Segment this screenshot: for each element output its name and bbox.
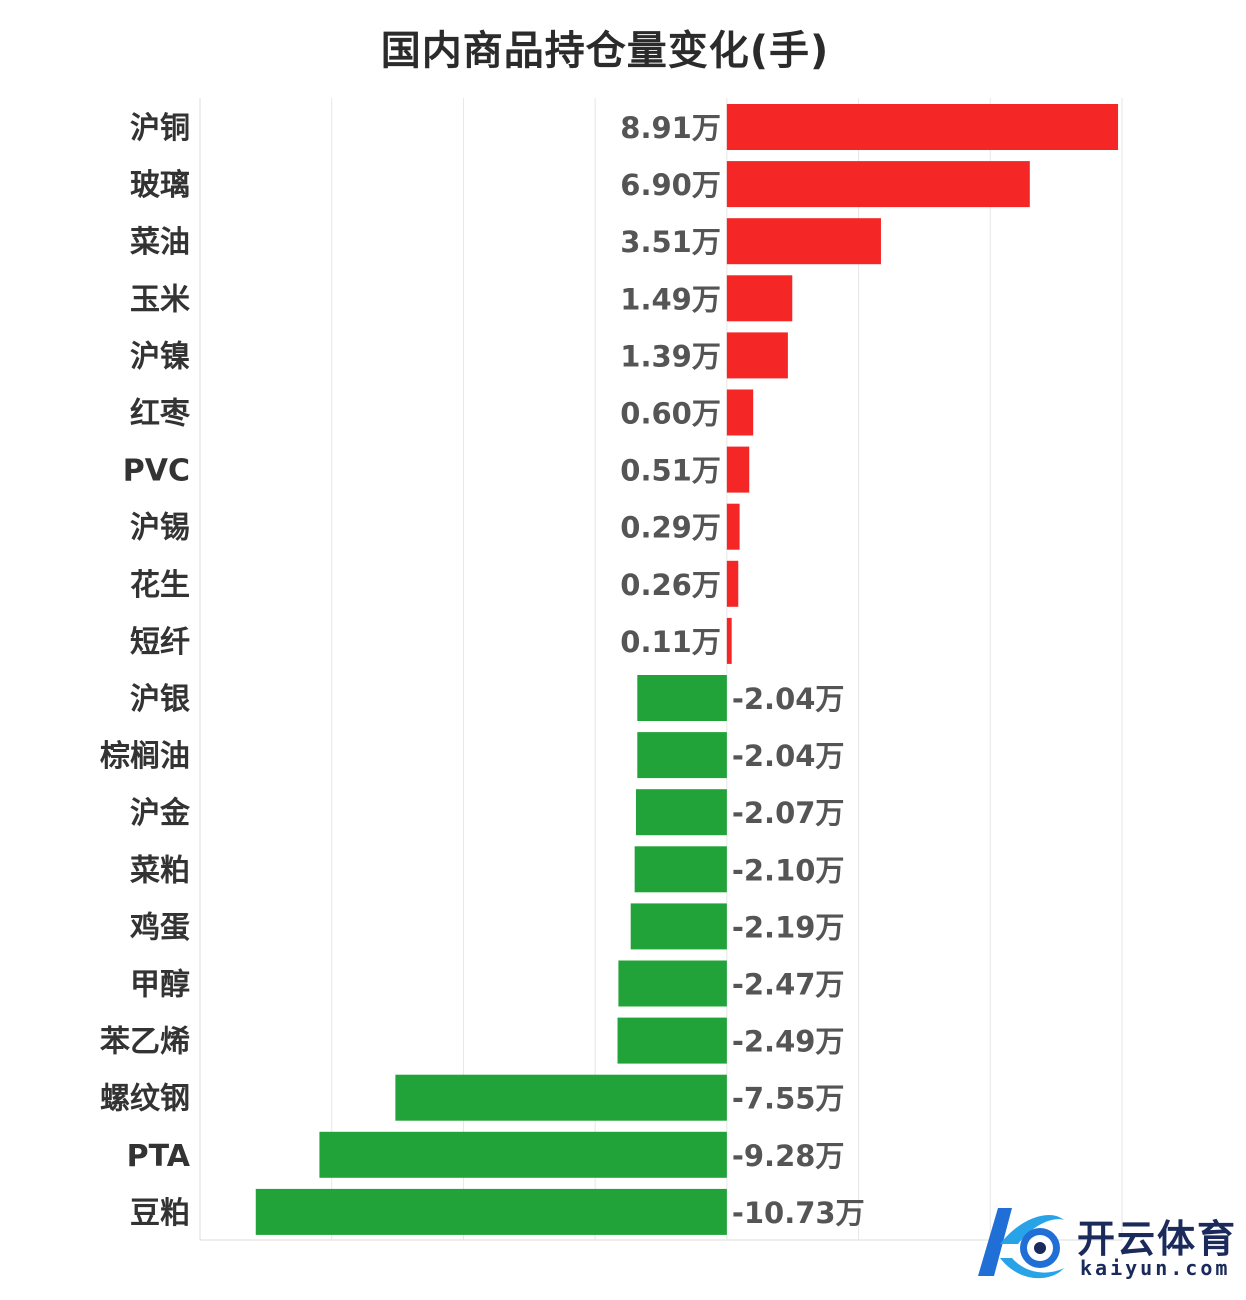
value-label: 0.26万 <box>620 568 721 602</box>
category-label: 甲醇 <box>130 968 190 1003</box>
bar <box>726 617 732 664</box>
bar <box>255 1188 727 1235</box>
category-label: PVC <box>123 454 190 489</box>
category-label: 玉米 <box>130 282 190 317</box>
bar <box>726 503 740 550</box>
value-label: 0.60万 <box>620 397 721 431</box>
value-label: -2.19万 <box>732 910 845 944</box>
value-label: 0.11万 <box>620 625 721 659</box>
category-label: 棕榈油 <box>100 739 190 774</box>
value-label: 6.90万 <box>620 168 721 202</box>
value-label: -2.04万 <box>732 739 845 773</box>
grid-lines <box>199 98 1123 1241</box>
bar <box>726 161 1030 208</box>
bar <box>634 846 727 893</box>
bar <box>319 1131 727 1178</box>
bar <box>726 560 739 607</box>
value-label: -10.73万 <box>732 1196 865 1230</box>
value-label: -9.28万 <box>732 1139 845 1173</box>
bar <box>726 389 754 436</box>
category-label: 沪金 <box>130 796 191 831</box>
bar <box>395 1074 727 1121</box>
bar <box>637 675 727 721</box>
category-label: 鸡蛋 <box>130 910 190 945</box>
bar <box>726 218 881 265</box>
category-label: 苯乙烯 <box>100 1025 190 1060</box>
category-label: 菜油 <box>130 225 190 260</box>
value-label: 1.49万 <box>620 282 721 316</box>
category-label: 豆粕 <box>130 1196 190 1231</box>
bar <box>637 732 727 779</box>
value-label: 0.29万 <box>620 511 721 545</box>
category-label: 螺纹钢 <box>100 1082 190 1117</box>
kaiyun-logo <box>978 1208 1064 1279</box>
value-label: 3.51万 <box>620 225 721 259</box>
value-label: -2.07万 <box>732 796 845 830</box>
value-label: -7.55万 <box>732 1082 845 1116</box>
value-label: -2.10万 <box>732 853 845 887</box>
chart-title: 国内商品持仓量变化(手) <box>380 28 830 74</box>
category-label: 沪银 <box>130 682 190 717</box>
bar <box>617 1017 727 1064</box>
value-label: 8.91万 <box>620 111 721 145</box>
bar <box>635 789 727 836</box>
category-label: 沪镍 <box>130 339 190 374</box>
bar <box>726 446 750 493</box>
value-label: 1.39万 <box>620 339 721 373</box>
watermark-url: kaiyun.com <box>1080 1256 1231 1280</box>
bar <box>726 104 1119 150</box>
category-label: 玻璃 <box>130 168 190 203</box>
category-label: 花生 <box>130 568 190 603</box>
bar <box>726 275 793 322</box>
category-label: 短纤 <box>130 625 190 660</box>
value-label: -2.47万 <box>732 968 845 1002</box>
bar <box>618 960 727 1007</box>
value-label: 0.51万 <box>620 454 721 488</box>
value-label: -2.04万 <box>732 682 845 716</box>
category-label: 菜粕 <box>130 853 190 888</box>
bar <box>630 903 727 950</box>
category-label: PTA <box>127 1139 191 1174</box>
bar <box>726 332 788 379</box>
watermark-text: 开云体育 <box>1077 1217 1238 1261</box>
bars <box>255 104 1119 1235</box>
category-label: 沪锡 <box>130 511 190 546</box>
category-label: 沪铜 <box>130 111 190 146</box>
value-label: -2.49万 <box>732 1025 845 1059</box>
category-label: 红枣 <box>130 397 191 432</box>
